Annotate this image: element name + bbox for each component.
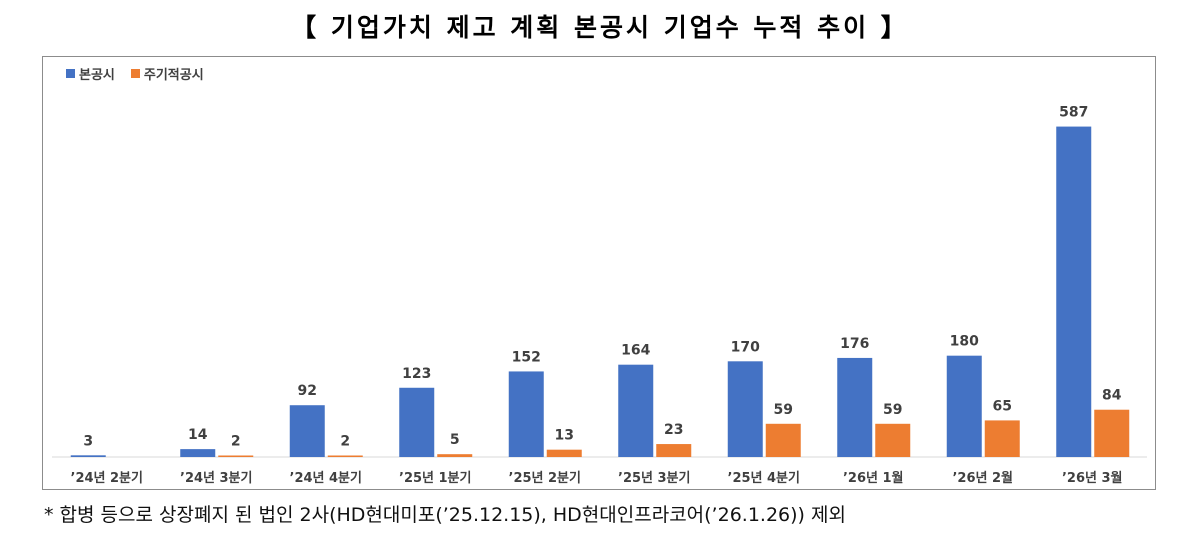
legend-item-main: 본공시 xyxy=(66,64,115,83)
bar-periodic-5 xyxy=(656,444,692,457)
x-tick-label-7: ’26년 1월 xyxy=(843,470,904,486)
data-label-main-1: 14 xyxy=(188,427,208,443)
legend: 본공시 주기적공시 xyxy=(66,64,204,83)
bar-periodic-6 xyxy=(765,423,801,457)
data-label-periodic-4: 13 xyxy=(555,428,574,444)
bar-periodic-3 xyxy=(437,454,473,457)
bar-main-9 xyxy=(1056,126,1092,457)
x-tick-label-1: ’24년 3분기 xyxy=(180,471,252,486)
bar-main-4 xyxy=(508,371,544,457)
legend-swatch-main xyxy=(66,69,75,78)
bar-main-2 xyxy=(289,405,325,457)
bar-periodic-4 xyxy=(546,449,582,457)
bar-periodic-2 xyxy=(327,455,363,457)
data-label-main-8: 180 xyxy=(950,334,979,350)
x-tick-label-5: ’25년 3분기 xyxy=(618,471,690,486)
data-label-main-5: 164 xyxy=(621,343,650,359)
x-tick-label-4: ’25년 2분기 xyxy=(509,471,581,486)
data-label-main-7: 176 xyxy=(840,336,869,352)
bar-main-7 xyxy=(837,357,873,457)
data-label-main-2: 92 xyxy=(298,383,317,399)
data-label-periodic-7: 59 xyxy=(883,402,902,418)
bar-main-8 xyxy=(946,355,982,457)
x-tick-label-3: ’25년 1분기 xyxy=(399,471,471,486)
bar-periodic-1 xyxy=(218,455,254,457)
bar-periodic-8 xyxy=(984,420,1020,457)
bar-main-0 xyxy=(70,455,106,457)
data-label-main-4: 152 xyxy=(512,349,541,365)
x-tick-label-9: ’26년 3월 xyxy=(1062,470,1123,486)
data-label-main-6: 170 xyxy=(731,339,760,355)
data-label-periodic-9: 84 xyxy=(1102,388,1122,404)
data-label-main-3: 123 xyxy=(402,366,431,382)
x-tick-label-6: ’25년 4분기 xyxy=(728,471,800,486)
data-label-main-0: 3 xyxy=(83,433,93,449)
data-label-main-9: 587 xyxy=(1059,105,1088,121)
data-label-periodic-2: 2 xyxy=(340,434,350,450)
legend-swatch-periodic xyxy=(130,69,140,78)
bar-main-1 xyxy=(180,449,216,457)
data-label-periodic-3: 5 xyxy=(450,432,460,448)
chart-title: 【 기업가치 제고 계획 본공시 기업수 누적 추이 】 xyxy=(291,13,909,42)
bar-periodic-7 xyxy=(875,423,911,457)
legend-label-main: 본공시 xyxy=(79,68,115,83)
data-label-periodic-6: 59 xyxy=(774,402,793,418)
legend-label-periodic: 주기적공시 xyxy=(143,68,204,83)
footnote: * 합병 등으로 상장폐지 된 법인 2사(HD현대미포(’25.12.15),… xyxy=(44,504,846,526)
data-label-periodic-8: 65 xyxy=(993,398,1012,414)
x-tick-label-0: ’24년 2분기 xyxy=(71,471,143,486)
bar-periodic-9 xyxy=(1094,409,1130,457)
legend-item-periodic: 주기적공시 xyxy=(130,64,204,83)
x-tick-label-2: ’24년 4분기 xyxy=(290,471,362,486)
bar-main-5 xyxy=(618,364,654,457)
bar-main-6 xyxy=(727,361,763,457)
data-label-periodic-1: 2 xyxy=(231,434,241,450)
data-label-periodic-5: 23 xyxy=(664,422,683,438)
bar-main-3 xyxy=(399,387,435,457)
x-tick-label-8: ’26년 2월 xyxy=(952,470,1013,486)
